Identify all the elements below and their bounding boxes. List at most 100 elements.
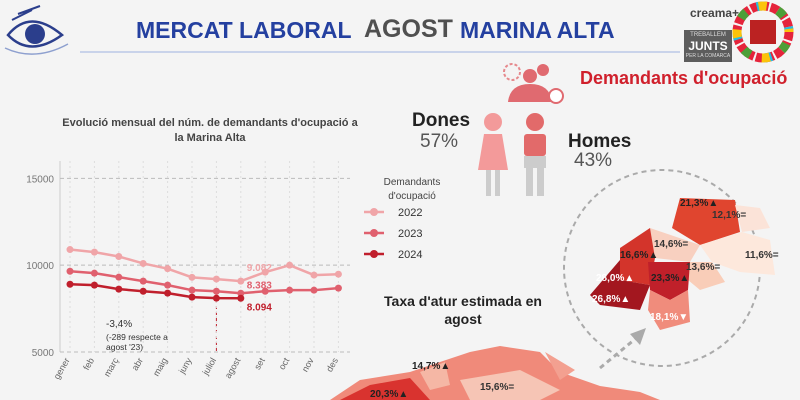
point xyxy=(334,270,342,278)
section-title: Demandants d'ocupació xyxy=(580,68,788,88)
point xyxy=(90,281,98,289)
badge-text: TREBALLEM xyxy=(690,32,726,38)
legend-marker xyxy=(370,208,378,216)
annotation: -3,4% xyxy=(106,319,133,330)
map-label: 16,6%▲ xyxy=(620,250,658,261)
point xyxy=(237,289,245,297)
map-label: 15,6%= xyxy=(480,382,514,393)
title-part: MERCAT LABORAL xyxy=(136,17,352,43)
point xyxy=(66,246,74,254)
logo xyxy=(4,5,69,55)
y-tick-label: 5000 xyxy=(32,348,55,359)
point xyxy=(310,286,318,294)
map-label: 26,8%▲ xyxy=(592,294,630,305)
map-zoom xyxy=(590,198,775,330)
point xyxy=(90,269,98,277)
point xyxy=(164,265,172,273)
chart-title: Evolució mensual del núm. de demandants … xyxy=(62,117,358,144)
map-label: 12,1%= xyxy=(712,210,746,221)
legend-marker xyxy=(370,250,378,258)
women-label: Dones xyxy=(412,110,471,131)
man-icon xyxy=(524,113,546,196)
value-label: 8.383 xyxy=(247,280,272,291)
title-part: AGOST xyxy=(364,15,453,43)
x-tick-label: oct xyxy=(277,356,292,372)
point xyxy=(66,280,74,288)
women-share: 57% xyxy=(420,131,459,152)
point xyxy=(261,287,269,295)
map-label: 18,1%▼ xyxy=(650,312,688,323)
point xyxy=(212,275,220,283)
point xyxy=(261,268,269,276)
x-tick-label: gener xyxy=(52,356,72,381)
x-tick-label: set xyxy=(252,356,267,372)
point xyxy=(286,286,294,294)
legend-label: 2023 xyxy=(398,228,422,240)
map-label: 14,7%▲ xyxy=(412,361,450,372)
badge-text: JUNTS xyxy=(688,39,728,53)
y-tick-label: 15000 xyxy=(26,174,54,185)
badge-text: PER LA COMARCA xyxy=(685,53,731,59)
series-line xyxy=(69,283,241,300)
series-line xyxy=(69,248,339,283)
point xyxy=(237,277,245,285)
value-label: 9.082 xyxy=(247,263,272,274)
legend-marker xyxy=(370,229,378,237)
section-icon xyxy=(503,63,564,104)
point xyxy=(115,285,123,293)
x-tick-label: juliol xyxy=(200,356,218,377)
map-label: 23,3%▲ xyxy=(651,273,689,284)
point xyxy=(90,248,98,256)
woman-icon xyxy=(478,113,508,196)
map-label: 11,6%= xyxy=(745,250,779,261)
badge xyxy=(684,30,732,62)
title-part: MARINA ALTA xyxy=(460,17,615,43)
map-label: 13,6%= xyxy=(686,262,720,273)
point xyxy=(188,273,196,281)
map-label: 14,6%= xyxy=(654,239,688,250)
map-bottom xyxy=(330,346,660,400)
point xyxy=(139,277,147,285)
point xyxy=(334,284,342,292)
map-label: 28,0%▲ xyxy=(596,273,634,284)
sdg-wheel xyxy=(732,1,794,63)
x-tick-label: maig xyxy=(151,356,169,378)
x-tick-label: març xyxy=(102,356,121,379)
value-label: 8.094 xyxy=(247,302,272,313)
point xyxy=(310,271,318,279)
point xyxy=(188,293,196,301)
x-tick-label: feb xyxy=(81,356,96,372)
point xyxy=(66,267,74,275)
x-tick-label: juny xyxy=(176,356,194,377)
brand: creama+ xyxy=(690,6,740,20)
point xyxy=(286,261,294,269)
map-label: 21,3%▲ xyxy=(680,198,718,209)
map-label: 20,3%▲ xyxy=(370,389,408,400)
point xyxy=(188,286,196,294)
legend-title: Demandants d'ocupació xyxy=(383,177,441,202)
point xyxy=(164,289,172,297)
legend-label: 2024 xyxy=(398,249,422,261)
point xyxy=(212,287,220,295)
point xyxy=(164,281,172,289)
point xyxy=(139,259,147,267)
x-tick-label: agost xyxy=(223,356,243,380)
point xyxy=(115,273,123,281)
legend-label: 2022 xyxy=(398,207,422,219)
zoom-arrow xyxy=(599,333,641,370)
men-share: 43% xyxy=(574,150,613,171)
point xyxy=(212,294,220,302)
x-tick-label: nov xyxy=(300,356,316,374)
point xyxy=(237,294,245,302)
men-label: Homes xyxy=(568,131,632,152)
x-tick-label: abr xyxy=(130,356,145,372)
x-tick-label: des xyxy=(324,356,340,374)
annotation-note: (-289 respecte a agost '23) xyxy=(106,332,168,352)
series-line xyxy=(69,270,339,295)
map-title: Taxa d'atur estimada en agost xyxy=(384,293,542,327)
point xyxy=(115,253,123,260)
point xyxy=(139,287,147,295)
zoom-arrowhead xyxy=(630,328,646,345)
